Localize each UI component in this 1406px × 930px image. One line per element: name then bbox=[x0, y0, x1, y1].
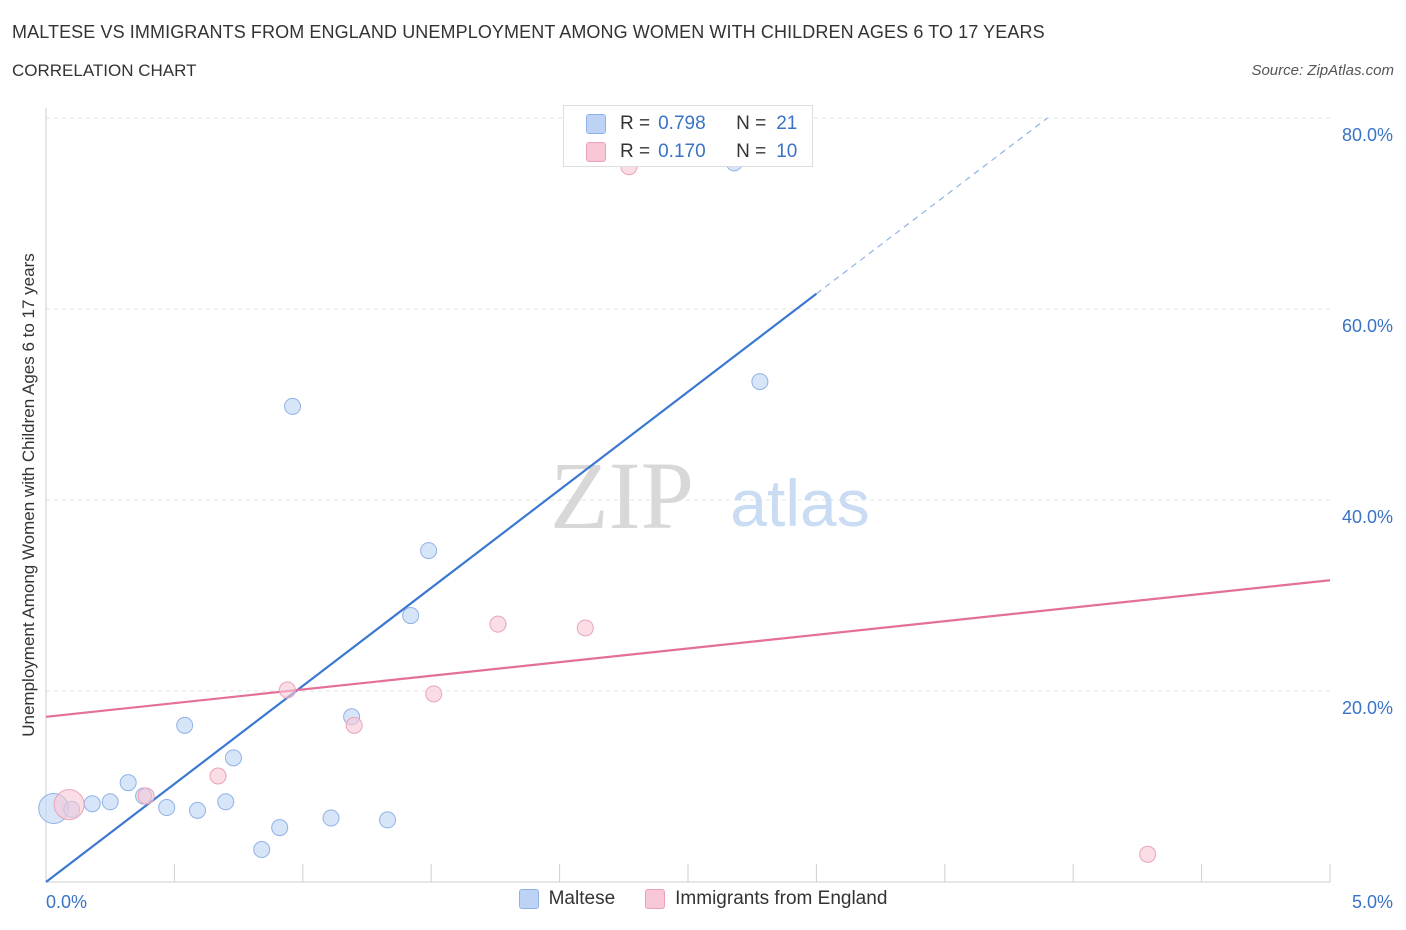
watermark: ZIP atlas bbox=[550, 442, 870, 549]
data-point-maltese bbox=[271, 819, 289, 837]
y-tick-label: 80.0% bbox=[1342, 125, 1393, 145]
data-points bbox=[38, 154, 1157, 863]
maltese-n-value: 21 bbox=[776, 113, 798, 134]
data-point-england bbox=[209, 767, 227, 785]
n-label: N = bbox=[736, 113, 767, 134]
axes bbox=[45, 108, 1331, 883]
x-tick-label: 5.0% bbox=[1352, 892, 1393, 912]
trend-line-england bbox=[45, 579, 1331, 718]
data-point-maltese bbox=[176, 716, 194, 734]
chart-title: MALTESE VS IMMIGRANTS FROM ENGLAND UNEMP… bbox=[12, 22, 1045, 42]
chart-subtitle: CORRELATION CHART bbox=[12, 61, 197, 80]
data-point-england bbox=[278, 681, 296, 699]
data-point-maltese bbox=[158, 799, 176, 817]
stats-legend: R = 0.798 N = 21 R = 0.170 N = 10 bbox=[563, 105, 813, 167]
y-tick-label: 40.0% bbox=[1342, 507, 1393, 527]
data-point-england bbox=[1139, 845, 1157, 863]
trend-line-maltese bbox=[45, 292, 818, 883]
data-point-maltese bbox=[101, 793, 119, 811]
data-point-maltese bbox=[217, 793, 235, 811]
data-point-maltese bbox=[751, 373, 769, 391]
stats-row-england: R = 0.170 N = 10 bbox=[586, 141, 797, 163]
data-point-maltese bbox=[420, 542, 438, 560]
trend-lines bbox=[45, 117, 1331, 883]
y-axis-label: Unemployment Among Women with Children A… bbox=[19, 253, 38, 737]
data-point-maltese bbox=[253, 841, 271, 859]
england-swatch bbox=[586, 142, 606, 162]
data-point-maltese bbox=[284, 397, 302, 415]
trend-extension-maltese bbox=[816, 117, 1048, 295]
stats-row-maltese: R = 0.798 N = 21 bbox=[586, 113, 797, 135]
england-r-value: 0.170 bbox=[658, 141, 706, 162]
data-point-maltese bbox=[224, 749, 242, 767]
r-label: R = bbox=[620, 113, 651, 134]
data-point-england bbox=[345, 716, 363, 734]
x-tick-label: 0.0% bbox=[46, 892, 87, 912]
data-point-england bbox=[489, 615, 507, 633]
data-point-maltese bbox=[379, 811, 397, 829]
tick-labels: 20.0% 40.0% 60.0% 80.0% 0.0% 5.0% bbox=[46, 125, 1393, 912]
watermark-atlas: atlas bbox=[730, 466, 869, 540]
maltese-swatch bbox=[586, 114, 606, 134]
maltese-r-value: 0.798 bbox=[658, 113, 706, 134]
data-point-england bbox=[137, 787, 155, 805]
england-swatch bbox=[645, 889, 666, 909]
data-point-maltese bbox=[83, 795, 101, 813]
source-label: Source: ZipAtlas.com bbox=[1251, 62, 1394, 79]
legend-label-england: Immigrants from England bbox=[675, 888, 888, 909]
data-point-england bbox=[53, 789, 85, 821]
data-point-maltese bbox=[189, 801, 207, 819]
y-tick-label: 20.0% bbox=[1342, 698, 1393, 718]
legend-label-maltese: Maltese bbox=[548, 888, 616, 909]
data-point-england bbox=[425, 685, 443, 703]
data-point-maltese bbox=[322, 809, 340, 827]
data-point-maltese bbox=[119, 774, 137, 792]
maltese-swatch bbox=[518, 889, 539, 909]
data-point-england bbox=[576, 619, 594, 637]
gridlines bbox=[46, 117, 1330, 692]
data-point-maltese bbox=[402, 607, 420, 625]
legend-item-england[interactable]: Immigrants from England bbox=[645, 888, 887, 910]
series-legend: Maltese Immigrants from England bbox=[0, 888, 1406, 910]
r-label: R = bbox=[620, 141, 651, 162]
england-n-value: 10 bbox=[776, 141, 798, 162]
watermark-zip: ZIP bbox=[550, 442, 694, 549]
n-label: N = bbox=[736, 141, 767, 162]
y-tick-label: 60.0% bbox=[1342, 316, 1393, 336]
legend-item-maltese[interactable]: Maltese bbox=[518, 888, 616, 910]
